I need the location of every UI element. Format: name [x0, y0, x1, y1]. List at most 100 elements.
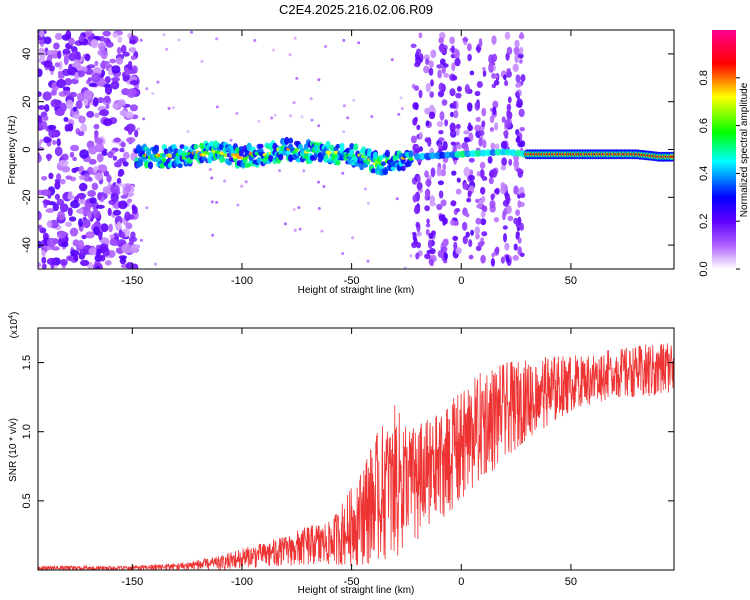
spectrogram-cell: [66, 99, 74, 110]
spectrogram-cell: [131, 204, 136, 211]
spectrogram-cell: [400, 165, 406, 172]
spectrogram-cell: [69, 227, 79, 237]
spectrogram-cell: [258, 148, 264, 153]
spectrogram-cell: [515, 82, 522, 88]
spectrogram-cell: [113, 137, 121, 143]
colorbar-tick-label: 0.6: [698, 118, 710, 133]
spectrogram-cell: [415, 221, 420, 228]
spectrogram-cell: [165, 47, 169, 51]
spectrogram-cell: [110, 80, 120, 90]
spectrogram-cell: [121, 243, 132, 254]
spectrogram-cell: [506, 111, 513, 119]
spectrogram-cell: [134, 129, 139, 138]
spectrogram-cell: [481, 120, 486, 128]
spectrogram-cell: [163, 148, 169, 155]
spectrogram-cell: [480, 186, 486, 195]
spectrogram-cell: [519, 127, 525, 132]
spectrogram-cell: [130, 231, 136, 239]
spectrogram-cell: [125, 262, 135, 269]
spectrogram-cell: [323, 158, 329, 163]
spectrogram-cell: [88, 247, 97, 256]
x-tick-label: -100: [231, 576, 253, 588]
spectrogram-cell: [98, 111, 107, 116]
spectrogram-cell: [136, 127, 140, 131]
spectrogram-cell: [500, 256, 505, 264]
spectrogram-cell: [468, 239, 473, 248]
spectrogram-cell: [505, 192, 510, 202]
spectrogram-cell: [450, 200, 457, 207]
spectrogram-cell: [79, 175, 86, 180]
spectrogram-cell: [452, 235, 459, 241]
spectrogram-cell: [408, 157, 414, 161]
spectrogram-cell: [411, 241, 418, 249]
spectrogram-cell: [476, 81, 483, 88]
y-tick-label: 0: [21, 146, 33, 152]
spectrogram-cell: [455, 123, 461, 129]
spectrogram-cell: [122, 161, 129, 167]
x-tick-label: -100: [231, 275, 253, 287]
spectrogram-cell: [211, 233, 215, 237]
spectrogram-cell: [506, 46, 513, 55]
spectrogram-cell: [114, 215, 123, 225]
spectrogram-cell: [451, 62, 456, 72]
spectrogram-cell: [54, 193, 61, 200]
spectrogram-cell: [412, 117, 418, 126]
spectrogram-cell: [210, 176, 214, 180]
spectrogram-cell: [516, 135, 521, 144]
spectrogram-cell: [382, 169, 388, 176]
spectrogram-cell: [72, 239, 80, 247]
spectrogram-cell: [80, 259, 90, 267]
spectrogram-cell: [517, 200, 522, 208]
spectrogram-cell: [94, 112, 100, 118]
spectrogram-cell: [519, 252, 525, 257]
spectrogram-cell: [453, 241, 458, 251]
spectrogram-cell: [429, 248, 436, 255]
spectrogram-cell: [481, 205, 488, 213]
spectrogram-cell: [412, 231, 417, 242]
spectrogram-cell: [295, 157, 302, 163]
spectrogram-cell: [505, 254, 510, 263]
spectrogram-cell: [481, 107, 487, 117]
snr-series-line: [38, 343, 674, 570]
spectrogram-cell: [481, 231, 488, 237]
spectrogram-cell: [477, 241, 484, 248]
spectrogram-cell: [85, 231, 95, 239]
spectrogram-cell: [57, 230, 66, 239]
spectrogram-cell: [430, 167, 436, 178]
spectrogram-cell: [361, 146, 367, 154]
spectrogram-cell: [41, 189, 51, 197]
spectrogram-cell: [507, 215, 514, 222]
spectrogram-cell: [508, 158, 513, 166]
spectrogram-cell: [104, 76, 111, 84]
spectrogram-cell: [110, 192, 119, 202]
spectrogram-cell: [93, 123, 100, 130]
spectrogram-cell: [42, 115, 49, 121]
spectrogram-cell: [428, 67, 434, 76]
spectrogram-cell: [506, 68, 512, 73]
spectrogram-cell: [418, 32, 423, 39]
spectrogram-cell: [443, 252, 448, 261]
spectrogram-cell: [493, 79, 500, 86]
spectrogram-cell: [56, 78, 66, 89]
spectrogram-cell: [43, 60, 53, 68]
spectrogram-cell: [87, 210, 93, 220]
spectrogram-cell: [107, 207, 112, 216]
spectrogram-cell: [423, 65, 430, 74]
spectrogram-cell: [295, 76, 299, 80]
spectrogram-cell: [273, 113, 277, 117]
spectrogram-cell: [69, 151, 75, 158]
spectrogram-cell: [144, 160, 150, 169]
spectrogram-cell: [120, 141, 126, 148]
spectrogram-cell: [84, 53, 91, 62]
spectrogram-cell: [429, 195, 436, 205]
spectrogram-cell: [110, 184, 120, 194]
spectrogram-cell: [68, 191, 73, 199]
spectrogram-cell: [439, 58, 446, 66]
spectrogram-cell: [442, 217, 446, 226]
spectrogram-cell: [366, 259, 370, 263]
spectrogram-cell: [78, 115, 86, 124]
spectrogram-cell: [161, 153, 167, 158]
spectrogram-cell: [499, 148, 507, 156]
spectrogram-cell: [474, 124, 481, 132]
spectrogram-cell: [480, 218, 487, 226]
